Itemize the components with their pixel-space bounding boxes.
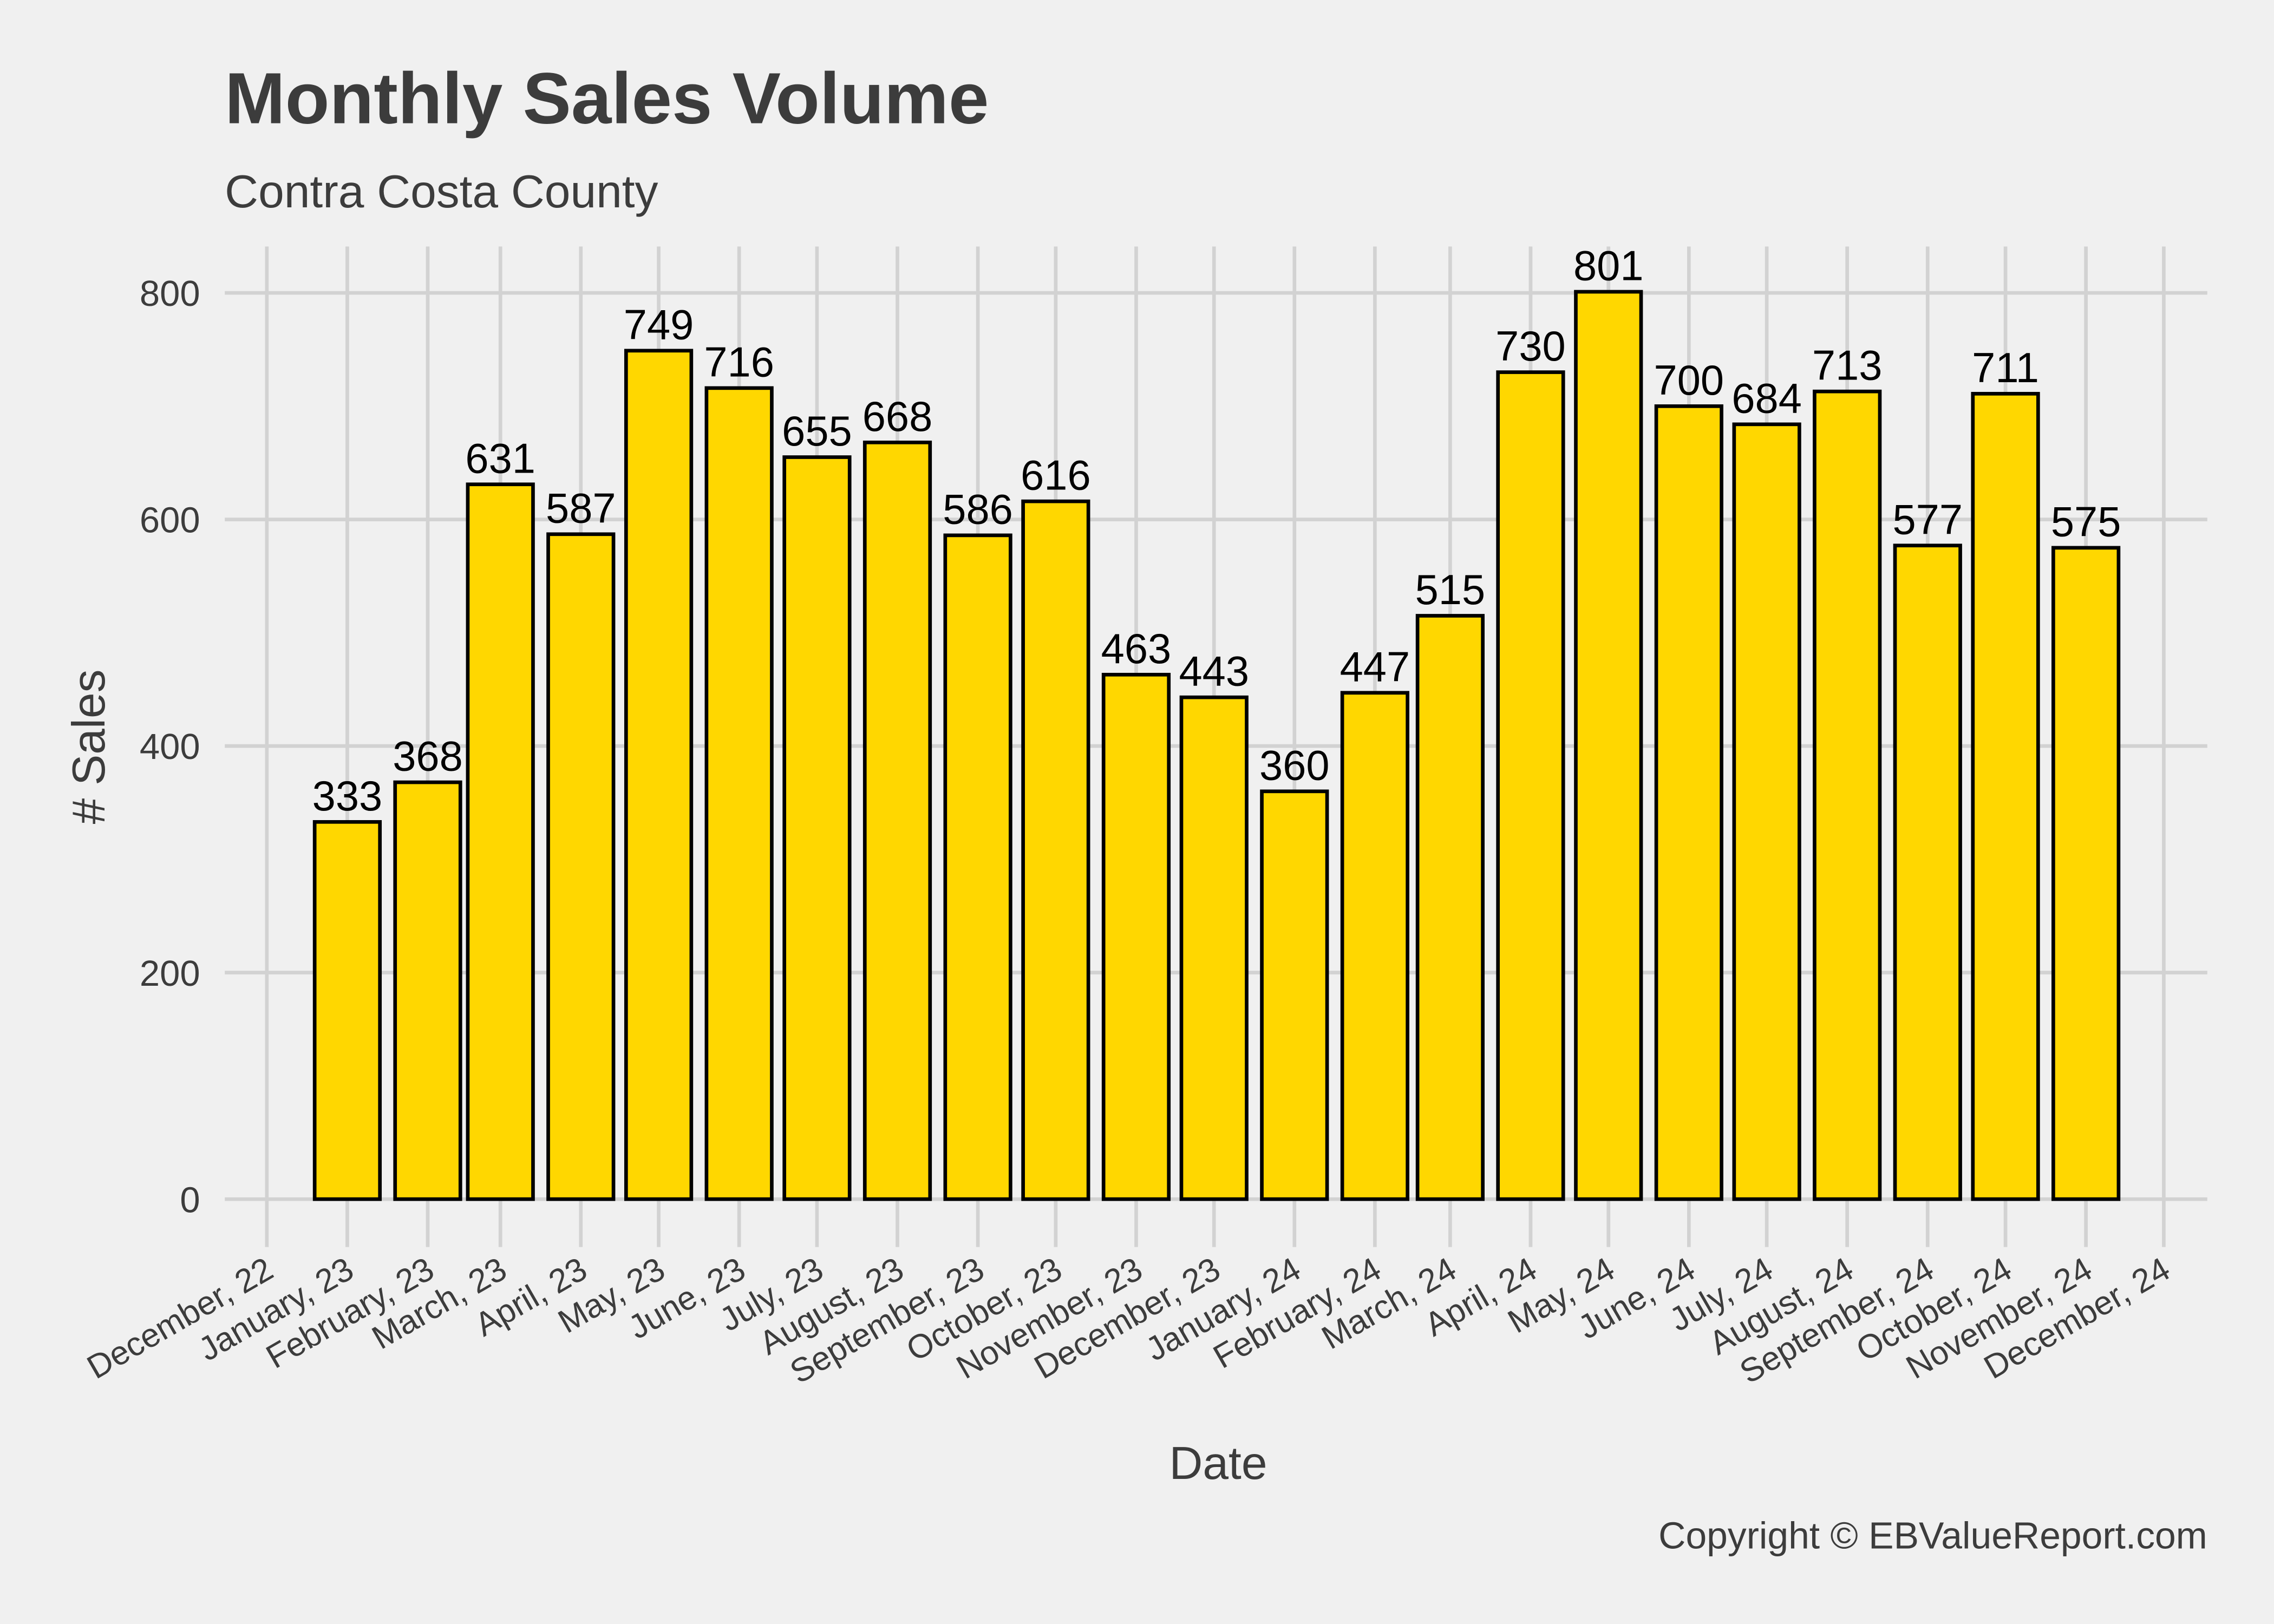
data-label: 801 xyxy=(1573,243,1644,290)
data-label: 587 xyxy=(546,485,616,532)
data-label: 447 xyxy=(1340,644,1410,690)
bar xyxy=(1654,404,1723,1201)
chart-title: Monthly Sales Volume xyxy=(225,58,989,139)
bar xyxy=(1260,789,1329,1201)
chart-subtitle: Contra Costa County xyxy=(225,166,658,218)
bar xyxy=(1021,499,1090,1201)
bar xyxy=(393,780,462,1201)
y-tick-label: 0 xyxy=(180,1180,200,1220)
data-label: 577 xyxy=(1892,496,1963,543)
caption: Copyright © EBValueReport.com xyxy=(1658,1515,2207,1557)
bar xyxy=(1179,695,1249,1201)
bar xyxy=(2051,546,2121,1201)
y-tick-label: 800 xyxy=(140,273,200,314)
data-label: 463 xyxy=(1101,626,1172,672)
data-label: 700 xyxy=(1654,357,1724,404)
bar xyxy=(546,532,616,1201)
bar xyxy=(1971,391,2040,1201)
data-label: 631 xyxy=(465,435,535,482)
data-label: 360 xyxy=(1259,742,1330,789)
data-label: 684 xyxy=(1731,375,1802,422)
data-label: 575 xyxy=(2051,499,2121,545)
data-label: 443 xyxy=(1179,649,1249,695)
bar xyxy=(1415,614,1485,1201)
data-label: 655 xyxy=(782,408,852,455)
data-label: 515 xyxy=(1415,567,1486,613)
data-label: 716 xyxy=(704,339,774,385)
bar xyxy=(943,533,1012,1201)
y-axis-ticks: 0 200 400 600 800 xyxy=(140,273,200,1220)
y-tick-label: 400 xyxy=(140,726,200,767)
data-label: 368 xyxy=(393,734,463,780)
bar xyxy=(862,440,932,1201)
bar xyxy=(1496,370,1565,1201)
bar xyxy=(312,820,382,1201)
y-tick-label: 600 xyxy=(140,500,200,541)
data-label: 749 xyxy=(624,302,694,348)
data-label: 730 xyxy=(1495,323,1566,370)
x-axis-title: Date xyxy=(1169,1437,1267,1489)
bar xyxy=(1813,389,1882,1201)
bar xyxy=(1732,422,1801,1201)
data-label: 711 xyxy=(1972,345,2039,391)
data-label: 668 xyxy=(862,394,933,440)
bar xyxy=(704,386,774,1201)
bar xyxy=(1893,543,1962,1201)
data-label: 713 xyxy=(1812,343,1883,389)
data-label: 616 xyxy=(1021,453,1091,499)
y-tick-label: 200 xyxy=(140,953,200,994)
bar xyxy=(624,349,694,1201)
data-label: 586 xyxy=(943,486,1013,533)
bar xyxy=(782,455,852,1201)
y-axis-title: # Sales xyxy=(63,670,115,824)
bar xyxy=(1340,691,1410,1201)
bar xyxy=(1574,290,1643,1201)
bar xyxy=(1101,672,1171,1201)
bar xyxy=(466,482,535,1201)
bars xyxy=(312,290,2121,1201)
data-label: 333 xyxy=(312,773,383,820)
